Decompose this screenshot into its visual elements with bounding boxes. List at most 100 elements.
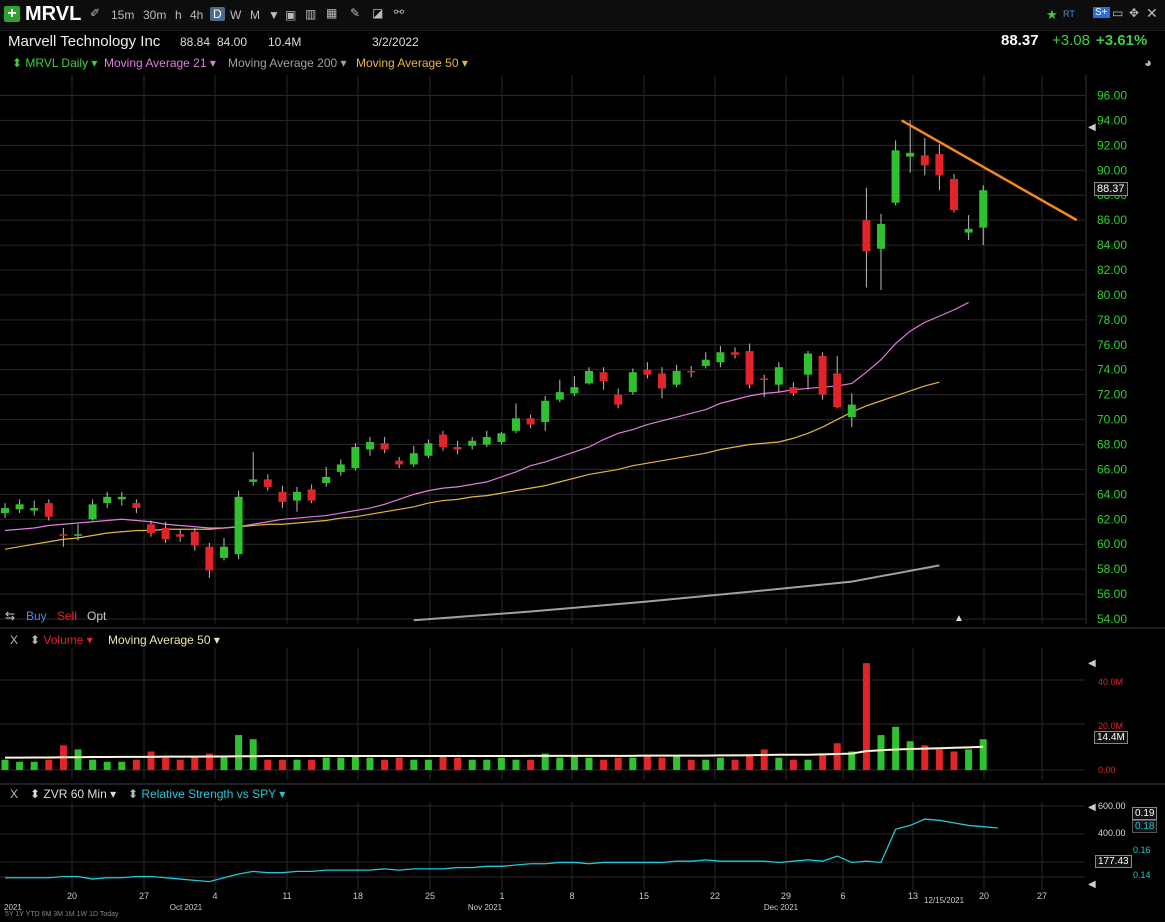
volume-label[interactable]: ⬍ Volume ▾ (30, 633, 93, 647)
volume-bar (30, 761, 38, 770)
candle-body (920, 155, 929, 166)
opt-button[interactable]: Opt (87, 609, 107, 623)
timeframe-30m[interactable]: 30m (143, 8, 167, 22)
volume-bar (935, 749, 943, 770)
time-tick: 27 (139, 891, 149, 901)
day-high: 88.84 (180, 35, 211, 49)
axis-pointer-icon: ◀ (1088, 122, 1096, 133)
company-name: Marvell Technology Inc (8, 33, 161, 50)
volume-bar (614, 757, 622, 770)
candle-body (497, 433, 506, 443)
layers-icon[interactable]: ◪ (372, 6, 384, 20)
price-tick: 86.00 (1097, 213, 1127, 227)
rt-icon[interactable]: RT (1063, 9, 1075, 19)
timeframe-h[interactable]: h (175, 8, 182, 22)
ma21-label[interactable]: Moving Average 21 ▾ (104, 56, 216, 70)
buy-button[interactable]: Buy (26, 609, 47, 623)
rs-close-button[interactable]: X (10, 787, 19, 801)
volume-bar (205, 753, 213, 770)
sell-button[interactable]: Sell (57, 609, 78, 623)
volume-bar (658, 757, 666, 770)
ma200-label[interactable]: Moving Average 200 ▾ (228, 56, 347, 70)
range-button[interactable]: Today (99, 911, 119, 918)
volume-bar (760, 749, 768, 770)
share-icon[interactable]: ⚯ (394, 5, 405, 19)
range-button[interactable]: 5Y (5, 911, 16, 918)
candle-body (643, 369, 652, 375)
volume-bar (89, 759, 97, 770)
volume-bar (220, 757, 228, 770)
rs-label[interactable]: ⬍ Relative Strength vs SPY ▾ (128, 787, 286, 801)
price-change: +3.08 (1052, 32, 1090, 49)
ma200-line (413, 564, 940, 622)
tool-icon[interactable]: ✐ (90, 6, 101, 20)
move-icon[interactable]: ✥ (1129, 6, 1140, 20)
volume-bar (74, 749, 82, 770)
volume-ma-label[interactable]: Moving Average 50 ▾ (108, 633, 220, 647)
timeframe-dropdown-icon[interactable]: ▼ (268, 8, 280, 22)
candle-body (979, 190, 988, 228)
ma50-label[interactable]: Moving Average 50 ▾ (356, 56, 468, 70)
candle-body (409, 453, 418, 465)
timeframe-w[interactable]: W (230, 8, 242, 22)
range-button[interactable]: 1Y (15, 911, 26, 918)
timeframe-m[interactable]: M (250, 8, 260, 22)
quote-row: Marvell Technology Inc 88.84 84.00 10.4M… (0, 31, 1165, 53)
volume-close-button[interactable]: X (10, 633, 19, 647)
candle-body (278, 491, 287, 502)
volume-bar (570, 755, 578, 770)
candle-body (132, 503, 141, 509)
candle-body (468, 440, 477, 446)
candle-body (336, 464, 345, 472)
range-button[interactable]: 6M (41, 911, 54, 918)
panel-divider[interactable] (0, 783, 1165, 785)
range-button[interactable]: 1W (76, 911, 90, 918)
timeframe-15m[interactable]: 15m (111, 8, 135, 22)
candles (1, 120, 988, 578)
candle-body (366, 442, 374, 450)
zvr-tick: 400.00 (1098, 828, 1126, 838)
panel-divider[interactable] (0, 627, 1165, 629)
ma21-line (4, 301, 969, 532)
volume-bar (424, 759, 432, 770)
add-chart-button[interactable]: + (4, 6, 20, 22)
ma200-text: Moving Average 200 (228, 56, 338, 70)
price-tick: 56.00 (1097, 587, 1127, 601)
timeframe-4h[interactable]: 4h (190, 8, 204, 22)
trendline-segment (900, 119, 1078, 222)
range-button[interactable]: 1M (64, 911, 77, 918)
candle-body (44, 503, 53, 517)
s-plus-icon[interactable]: S+ (1093, 7, 1110, 18)
candle-body (380, 443, 389, 450)
star-icon[interactable]: ★ (1046, 7, 1058, 22)
symbol-field[interactable]: MRVL (25, 3, 82, 25)
volume-bar (629, 757, 637, 770)
candle-body (789, 387, 798, 394)
palette-icon[interactable]: ◕ (1144, 55, 1152, 70)
price-tick: 70.00 (1097, 413, 1127, 427)
candle-body (161, 528, 170, 540)
close-icon[interactable]: ✕ (1146, 5, 1158, 21)
rs-value-label-2: 0.18 (1132, 820, 1158, 833)
volume-bar (819, 753, 827, 770)
draw-icon[interactable]: ✎ (350, 6, 361, 20)
timeframe-d[interactable]: D (210, 7, 225, 21)
candle-body (555, 392, 564, 400)
candle-body (833, 373, 842, 408)
range-button[interactable]: YTD (25, 911, 42, 918)
time-tick: 29 (781, 891, 791, 901)
zvr-label[interactable]: ⬍ ZVR 60 Min ▾ (30, 787, 117, 801)
candle-body (760, 378, 769, 380)
calendar-icon[interactable]: ▦ (326, 6, 338, 20)
minimize-icon[interactable]: ▭ (1112, 6, 1124, 20)
range-button[interactable]: 1D (89, 911, 100, 918)
volume-bar (687, 759, 695, 770)
trade-icon[interactable]: ⇆ (5, 609, 16, 623)
price-tick: 68.00 (1097, 438, 1127, 452)
bar-chart-icon[interactable]: ▥ (305, 7, 317, 21)
chart-type-icon[interactable]: ▣ (285, 8, 297, 22)
candle-body (512, 418, 520, 431)
range-button[interactable]: 3M (53, 911, 65, 918)
volume-bar (643, 755, 651, 770)
main-series-label[interactable]: ⬍ MRVL Daily ▾ (12, 56, 98, 70)
